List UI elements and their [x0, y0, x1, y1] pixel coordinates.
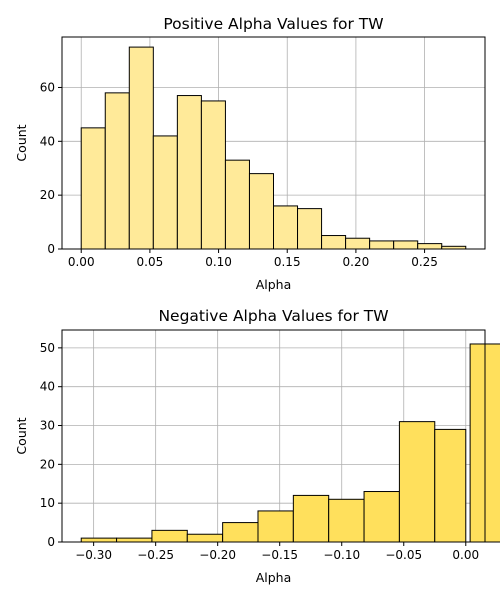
- histogram-bar: [363, 491, 400, 543]
- x-tick-label: 0.20: [343, 255, 370, 269]
- chart-title: Negative Alpha Values for TW: [158, 307, 388, 325]
- histogram-bar: [398, 421, 436, 543]
- histogram-bar: [297, 208, 323, 250]
- histogram-bar: [273, 205, 299, 250]
- histogram-bar: [328, 498, 365, 543]
- histogram-bar: [176, 95, 202, 250]
- x-tick-label: 0.00: [68, 255, 95, 269]
- plot-frame: [61, 329, 486, 543]
- y-tick-label: 0: [47, 535, 55, 549]
- histogram-bar: [292, 494, 330, 543]
- x-tick-label: 0.10: [205, 255, 232, 269]
- histogram-bar: [80, 127, 106, 250]
- histogram-bar: [393, 240, 419, 250]
- histogram-bar: [345, 237, 371, 250]
- x-tick-label: 0.00: [452, 548, 479, 562]
- x-tick-label: −0.25: [137, 548, 174, 562]
- y-tick-label: 50: [40, 341, 55, 355]
- histogram-bar: [369, 240, 395, 250]
- y-axis-label: Count: [14, 124, 29, 161]
- x-axis-label: Alpha: [256, 570, 292, 585]
- positive-alpha-chart: 0.00 0.05 0.10 0.15 0.20 0.25 0 20 40 60 Positive…: [14, 15, 486, 292]
- histogram-bar: [200, 100, 226, 250]
- negative-alpha-chart: −0.30 −0.25 −0.20 −0.15 −0.10 −0.05 0.00 0 10 20 3…: [14, 307, 500, 585]
- plot-frame: [61, 36, 486, 250]
- y-tick-label: 40: [40, 134, 55, 148]
- histogram-bar: [116, 537, 153, 543]
- histogram-bar: [417, 243, 443, 250]
- y-tick-label: 20: [40, 188, 55, 202]
- y-tick-label: 40: [40, 380, 55, 394]
- histogram-bar: [186, 533, 224, 543]
- x-tick-label: 0.25: [411, 255, 438, 269]
- x-tick-label: −0.20: [199, 548, 236, 562]
- histogram-bar: [321, 235, 347, 250]
- y-tick-label: 0: [47, 242, 55, 256]
- x-axis-label: Alpha: [256, 277, 292, 292]
- histogram-bar: [151, 529, 188, 543]
- histogram-bar: [434, 428, 467, 543]
- y-tick-label: 20: [40, 457, 55, 471]
- x-tick-label: 0.15: [274, 255, 301, 269]
- histogram-bar: [222, 522, 259, 543]
- y-tick-label: 30: [40, 419, 55, 433]
- x-tick-label: 0.05: [137, 255, 164, 269]
- y-tick-label: 60: [40, 80, 55, 94]
- x-tick-label: −0.05: [385, 548, 422, 562]
- x-tick-label: −0.30: [75, 548, 112, 562]
- x-tick-label: −0.10: [323, 548, 360, 562]
- y-tick-label: 10: [40, 496, 55, 510]
- y-axis-label: Count: [14, 417, 29, 454]
- histogram-bar: [257, 510, 294, 543]
- histogram-bar: [224, 159, 250, 250]
- histogram-bar: [80, 537, 118, 543]
- histogram-bar: [128, 46, 154, 250]
- chart-title: Positive Alpha Values for TW: [163, 15, 383, 33]
- histogram-bar: [104, 92, 130, 250]
- histogram-bar: [152, 135, 178, 250]
- x-tick-label: −0.15: [261, 548, 298, 562]
- histogram-bar: [248, 173, 275, 250]
